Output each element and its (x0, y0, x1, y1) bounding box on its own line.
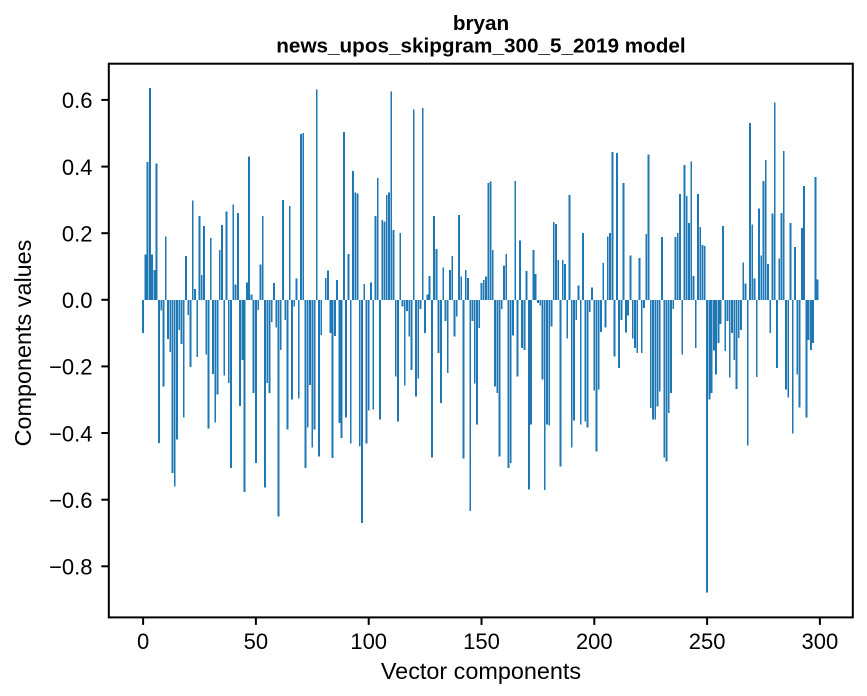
svg-text:0.0: 0.0 (62, 288, 93, 313)
svg-text:300: 300 (802, 629, 839, 654)
svg-text:Vector components: Vector components (381, 658, 581, 684)
svg-text:150: 150 (463, 629, 500, 654)
svg-text:0.6: 0.6 (62, 88, 93, 113)
svg-text:−0.6: −0.6 (49, 488, 92, 513)
svg-text:250: 250 (689, 629, 726, 654)
svg-text:50: 50 (244, 629, 268, 654)
svg-text:Components values: Components values (10, 240, 36, 447)
svg-text:100: 100 (350, 629, 387, 654)
svg-text:−0.4: −0.4 (49, 421, 92, 446)
svg-text:bryan: bryan (453, 12, 509, 35)
svg-text:0.4: 0.4 (62, 155, 93, 180)
svg-text:−0.2: −0.2 (49, 355, 92, 380)
svg-text:0.2: 0.2 (62, 222, 93, 247)
svg-text:200: 200 (576, 629, 613, 654)
svg-text:0: 0 (137, 629, 149, 654)
svg-text:news_upos_skipgram_300_5_2019: news_upos_skipgram_300_5_2019 model (276, 35, 685, 58)
svg-text:−0.8: −0.8 (49, 555, 92, 580)
